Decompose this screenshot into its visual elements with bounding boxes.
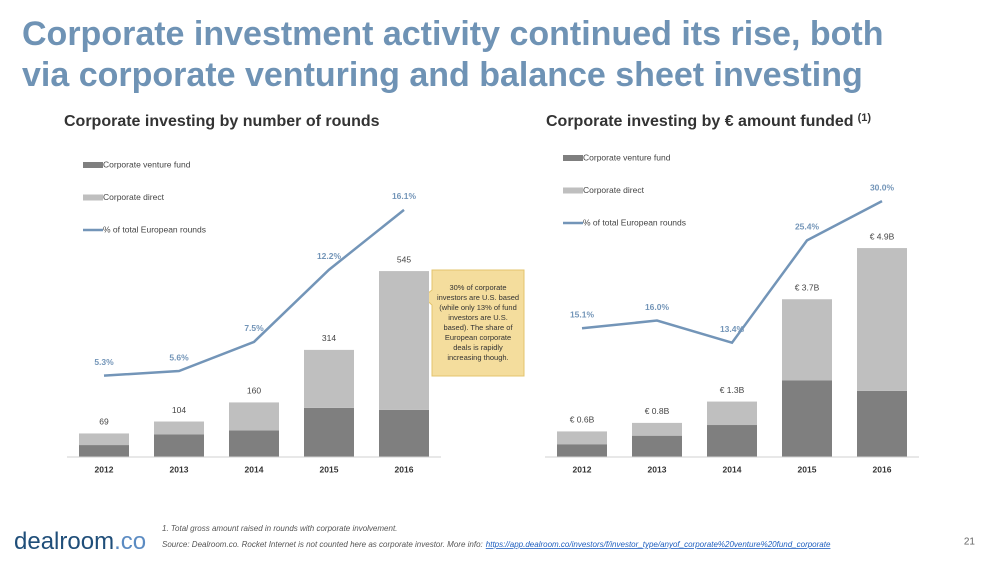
x-tick-label: 2013 (170, 464, 189, 474)
total-label: € 4.9B (870, 231, 895, 241)
page-number: 21 (964, 537, 976, 548)
total-label: 314 (322, 333, 336, 343)
bar-segment (782, 380, 832, 457)
legend-swatch (83, 162, 103, 168)
slide-title: via corporate venturing and balance shee… (22, 56, 863, 94)
bar-segment (154, 421, 204, 435)
x-tick-label: 2014 (245, 464, 264, 474)
chart-title: Corporate investing by € amount funded (1… (546, 112, 871, 130)
bar-segment (632, 435, 682, 457)
total-label: € 3.7B (795, 282, 820, 292)
bar-segment (857, 390, 907, 457)
callout-line: based). The share of (443, 323, 513, 332)
source-text: Source: Dealroom.co. Rocket Internet is … (162, 540, 483, 549)
legend-swatch (83, 194, 103, 201)
legend-label: Corporate direct (103, 192, 165, 202)
total-label: € 0.8B (645, 406, 670, 416)
x-tick-label: 2016 (395, 464, 414, 474)
source-link[interactable]: https://app.dealroom.co/investors/f/inve… (486, 540, 831, 549)
total-label: 160 (247, 386, 261, 396)
chart-title: Corporate investing by number of rounds (64, 113, 380, 130)
callout-line: investors are U.S. (448, 313, 508, 322)
total-label: 104 (172, 405, 186, 415)
x-tick-label: 2012 (95, 464, 114, 474)
callout-line: 30% of corporate (449, 283, 506, 292)
legend-label: % of total European rounds (103, 224, 206, 234)
x-tick-label: 2016 (873, 464, 892, 474)
chart-title-text: Corporate investing by € amount funded (546, 113, 854, 130)
total-label: € 0.6B (570, 415, 595, 425)
callout-box (422, 269, 525, 377)
line-series (103, 208, 405, 377)
total-label: € 1.3B (720, 385, 745, 395)
legend-label: Corporate venture fund (583, 152, 671, 162)
bar-segment (632, 422, 682, 436)
line-value-label: 5.3% (94, 357, 114, 367)
total-label: 545 (397, 254, 411, 264)
x-tick-label: 2015 (320, 464, 339, 474)
x-tick-label: 2015 (798, 464, 817, 474)
legend-swatch (563, 187, 583, 194)
slide-title: Corporate investment activity continued … (22, 15, 884, 53)
line-value-label: 16.0% (645, 302, 670, 312)
bar-segment (707, 401, 757, 426)
line-value-label: 25.4% (795, 222, 820, 232)
logo-name: dealroom (14, 528, 114, 555)
source: Source: Dealroom.co. Rocket Internet is … (162, 540, 831, 549)
line-value-label: 12.2% (317, 251, 342, 261)
chart-title-text: Corporate investing by number of rounds (64, 113, 380, 130)
callout-line: increasing though. (447, 353, 508, 362)
bar-segment (229, 430, 279, 457)
x-tick-label: 2014 (723, 464, 742, 474)
total-label: 69 (99, 417, 109, 427)
chart-title-note: (1) (858, 112, 872, 124)
bar-segment (707, 425, 757, 457)
line-value-label: 7.5% (244, 323, 264, 333)
callout-line: investors are U.S. based (437, 293, 519, 302)
line-value-label: 5.6% (169, 352, 189, 362)
line-value-label: 13.4% (720, 324, 745, 334)
bar-segment (379, 271, 429, 410)
bar-segment (304, 407, 354, 457)
callout-line: European corporate (445, 333, 511, 342)
bar-segment (782, 299, 832, 381)
bar-segment (79, 433, 129, 446)
logo-suffix: .co (114, 528, 146, 555)
legend-label: Corporate venture fund (103, 159, 191, 169)
callout-line: deals is rapidly (453, 343, 503, 352)
line-value-label: 30.0% (870, 182, 895, 192)
callout-line: (while only 13% of fund (439, 303, 517, 312)
x-tick-label: 2012 (573, 464, 592, 474)
logo: dealroom.co (14, 528, 146, 555)
bar-segment (557, 431, 607, 445)
x-tick-label: 2013 (648, 464, 667, 474)
bar-segment (154, 434, 204, 457)
bar-segment (304, 349, 354, 408)
legend-label: Corporate direct (583, 185, 645, 195)
bar-segment (379, 409, 429, 457)
footnote: 1. Total gross amount raised in rounds w… (162, 524, 397, 533)
legend-swatch (563, 155, 583, 161)
bar-segment (857, 248, 907, 391)
bar-segment (79, 445, 129, 457)
bar-segment (229, 402, 279, 431)
bar-segment (557, 444, 607, 457)
line-value-label: 15.1% (570, 309, 595, 319)
line-series (581, 200, 883, 345)
line-value-label: 16.1% (392, 191, 417, 201)
legend-label: % of total European rounds (583, 217, 686, 227)
